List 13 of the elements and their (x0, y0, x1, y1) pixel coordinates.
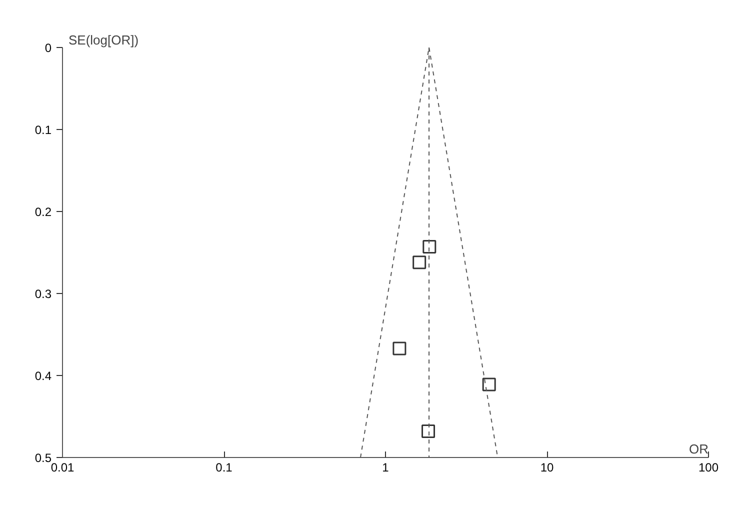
y-axis-title: SE(log[OR]) (68, 32, 139, 48)
y-tick-label: 0.5 (34, 451, 52, 465)
y-tick-label: 0.1 (34, 123, 52, 137)
x-tick-label: 0.1 (216, 460, 233, 474)
y-tick-label: 0 (44, 41, 52, 55)
y-tick-label: 0.4 (34, 369, 52, 383)
x-tick-label: 100 (698, 460, 719, 474)
x-axis-title: OR (689, 442, 708, 456)
x-tick-label: 10 (540, 460, 554, 474)
y-tick-label: 0.2 (34, 205, 52, 219)
x-tick-label: 0.01 (50, 460, 75, 474)
y-tick-label: 0.3 (34, 287, 52, 301)
x-tick-label: 1 (382, 460, 390, 474)
